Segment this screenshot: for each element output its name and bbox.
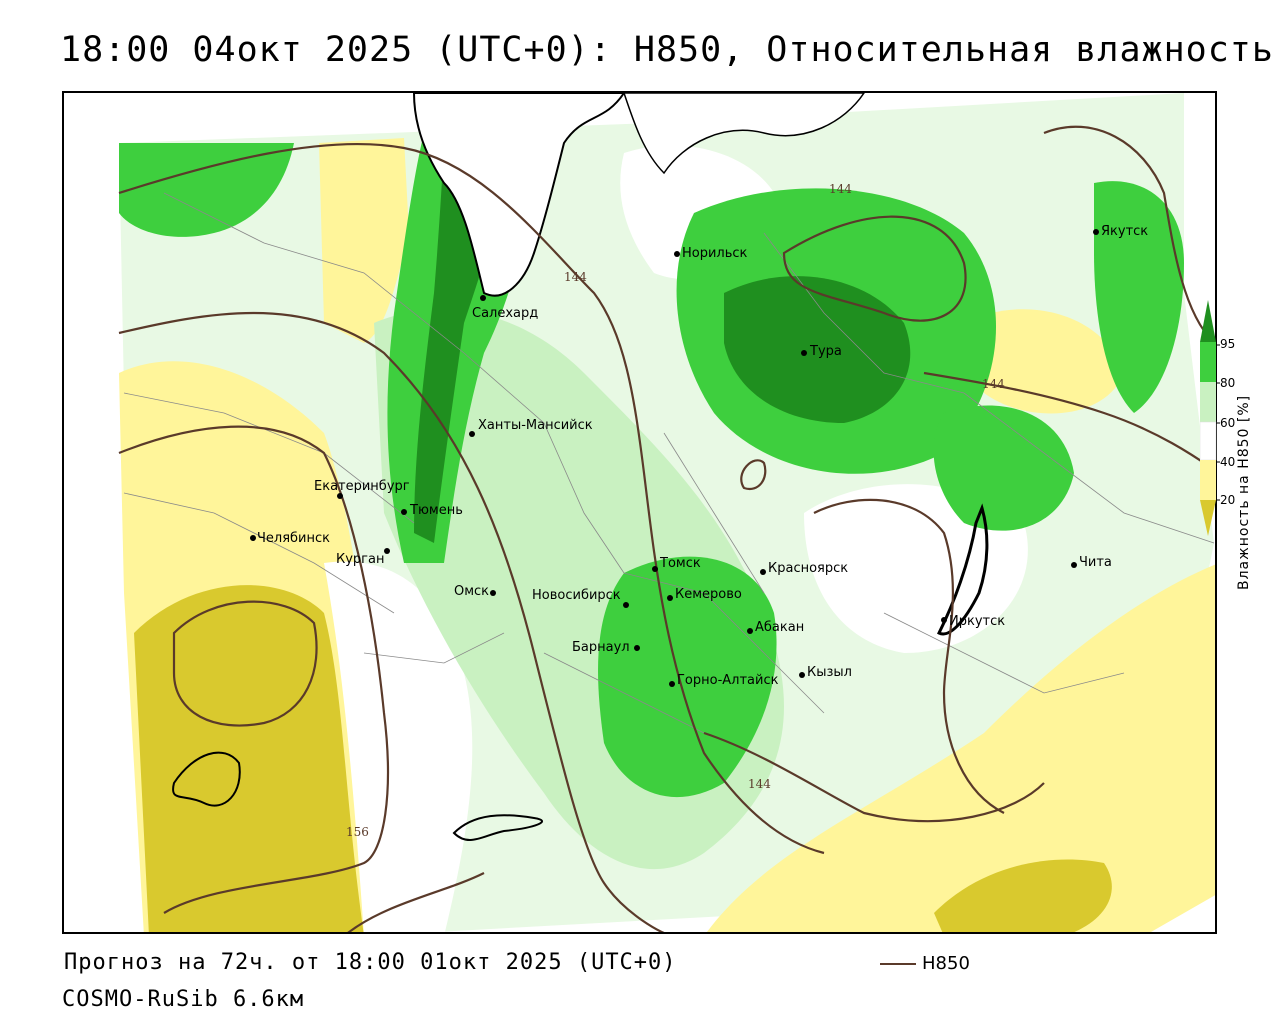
- contour-label-144-east: 144: [982, 377, 1005, 391]
- city-dot-abakan: [747, 628, 753, 634]
- lake-baikal: [936, 503, 989, 636]
- city-dot-salekhard: [480, 295, 486, 301]
- city-dot-omsk: [490, 590, 496, 596]
- colorbar-tick-40: 40: [1220, 455, 1235, 469]
- city-label-ekaterinburg: Екатеринбург: [314, 479, 410, 494]
- city-dot-tura: [801, 350, 807, 356]
- model-name: COSMO-RuSib 6.6км: [62, 987, 305, 1012]
- forecast-info: Прогноз на 72ч. от 18:00 01окт 2025 (UTC…: [64, 950, 677, 975]
- city-dot-tomsk: [652, 566, 658, 572]
- city-dot-barnaul: [634, 645, 640, 651]
- city-dot-irkutsk: [941, 617, 947, 623]
- city-dot-chita: [1071, 562, 1077, 568]
- city-dot-novosibirsk: [623, 602, 629, 608]
- city-dot-chelyabinsk: [250, 535, 256, 541]
- city-dot-krasnoyarsk: [760, 569, 766, 575]
- city-dot-ekaterinburg: [337, 493, 343, 499]
- colorbar-cap-top: [1200, 300, 1216, 342]
- colorbar-band-60: [1200, 421, 1217, 461]
- city-dot-yakutsk: [1093, 229, 1099, 235]
- city-label-khanty-mansiysk: Ханты-Мансийск: [478, 418, 593, 433]
- h850-contours: [118, 125, 1215, 932]
- city-label-chelyabinsk: Челябинск: [257, 531, 330, 546]
- colorbar-band-80: [1200, 382, 1216, 422]
- saturated-area-tunguska: [724, 276, 911, 423]
- wet-area-baikal: [933, 405, 1074, 531]
- city-label-tyumen: Тюмень: [409, 503, 463, 518]
- city-label-gorno-altaysk: Горно-Алтайск: [677, 673, 779, 688]
- city-dot-kurgan: [384, 548, 390, 554]
- city-dot-norilsk: [674, 251, 680, 257]
- colorbar-band-40: [1200, 460, 1216, 500]
- city-label-chita: Чита: [1079, 555, 1112, 570]
- contour-legend-label: H850: [922, 953, 970, 974]
- city-label-abakan: Абакан: [755, 620, 804, 635]
- city-dot-kyzyl: [799, 672, 805, 678]
- very-dry-area-southwest: [134, 585, 364, 932]
- contour-legend-line: [880, 962, 916, 965]
- humidity-map: 144 144 144 144 156 Нори: [118, 93, 1215, 932]
- city-dot-kemerovo: [667, 595, 673, 601]
- wet-area-altai: [598, 556, 777, 798]
- colorbar-title: Влажность на H850 [%]: [1236, 394, 1252, 590]
- chart-title: 18:00 04окт 2025 (UTC+0): H850, Относите…: [60, 30, 1274, 70]
- colorbar-tick-95: 95: [1220, 337, 1235, 351]
- city-dot-tyumen: [401, 509, 407, 515]
- city-label-norilsk: Норильск: [682, 246, 748, 261]
- arctic-coast: [412, 93, 626, 297]
- dry-area-west-strip: [319, 138, 409, 343]
- city-label-barnaul: Барнаул: [572, 640, 630, 655]
- city-dot-gorno-altaysk: [669, 681, 675, 687]
- wet-area-nw: [119, 143, 294, 237]
- city-dot-khanty-mansiysk: [469, 431, 475, 437]
- city-label-yakutsk: Якутск: [1101, 224, 1148, 239]
- caspian-coast: [172, 751, 241, 807]
- city-label-kyzyl: Кызыл: [807, 665, 852, 680]
- city-label-kemerovo: Кемерово: [675, 587, 742, 602]
- colorbar-tick-20: 20: [1220, 493, 1235, 507]
- region-borders: [123, 192, 1215, 734]
- dry-area-south: [707, 564, 1215, 932]
- contour-label-144-south: 144: [748, 777, 771, 791]
- colorbar-tick-60: 60: [1220, 416, 1235, 430]
- lake-balkhash: [452, 814, 543, 842]
- contour-label-144-north: 144: [829, 182, 852, 196]
- city-label-krasnoyarsk: Красноярск: [768, 561, 848, 576]
- colorbar-cap-bottom: [1200, 500, 1216, 536]
- contour-label-156: 156: [346, 825, 369, 839]
- city-label-kurgan: Курган: [336, 552, 384, 567]
- very-dry-area-southeast: [934, 859, 1112, 932]
- moderate-area-center: [324, 561, 473, 932]
- moderate-area-east: [804, 484, 1028, 653]
- city-label-novosibirsk: Новосибирск: [532, 588, 621, 603]
- city-label-salekhard: Салехард: [472, 306, 538, 321]
- wet-area-yakutia: [1094, 181, 1184, 413]
- colorbar-tick-80: 80: [1220, 376, 1235, 390]
- city-label-tura: Тура: [809, 344, 842, 359]
- city-label-irkutsk: Иркутск: [949, 614, 1005, 629]
- city-label-omsk: Омск: [454, 584, 489, 599]
- city-markers: [250, 229, 1099, 687]
- colorbar-band-95: [1200, 342, 1216, 382]
- map-frame[interactable]: 144 144 144 144 156 Нори: [62, 91, 1217, 934]
- city-label-tomsk: Томск: [659, 556, 701, 571]
- humidity-colorbar: 95 80 60 40 20: [1200, 300, 1235, 536]
- kara-sea: [623, 93, 865, 175]
- contour-label-144-west: 144: [564, 270, 587, 284]
- contour-legend: H850: [880, 953, 970, 974]
